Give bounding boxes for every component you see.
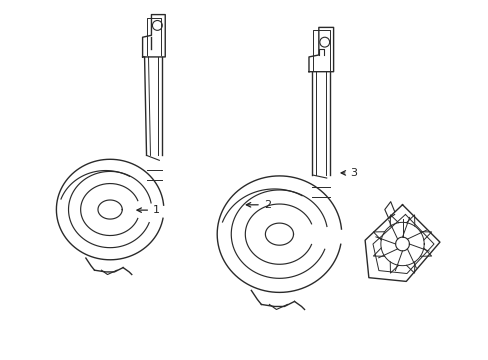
Text: 2: 2 — [246, 200, 270, 210]
Text: 3: 3 — [341, 168, 357, 178]
Text: 1: 1 — [137, 205, 160, 215]
